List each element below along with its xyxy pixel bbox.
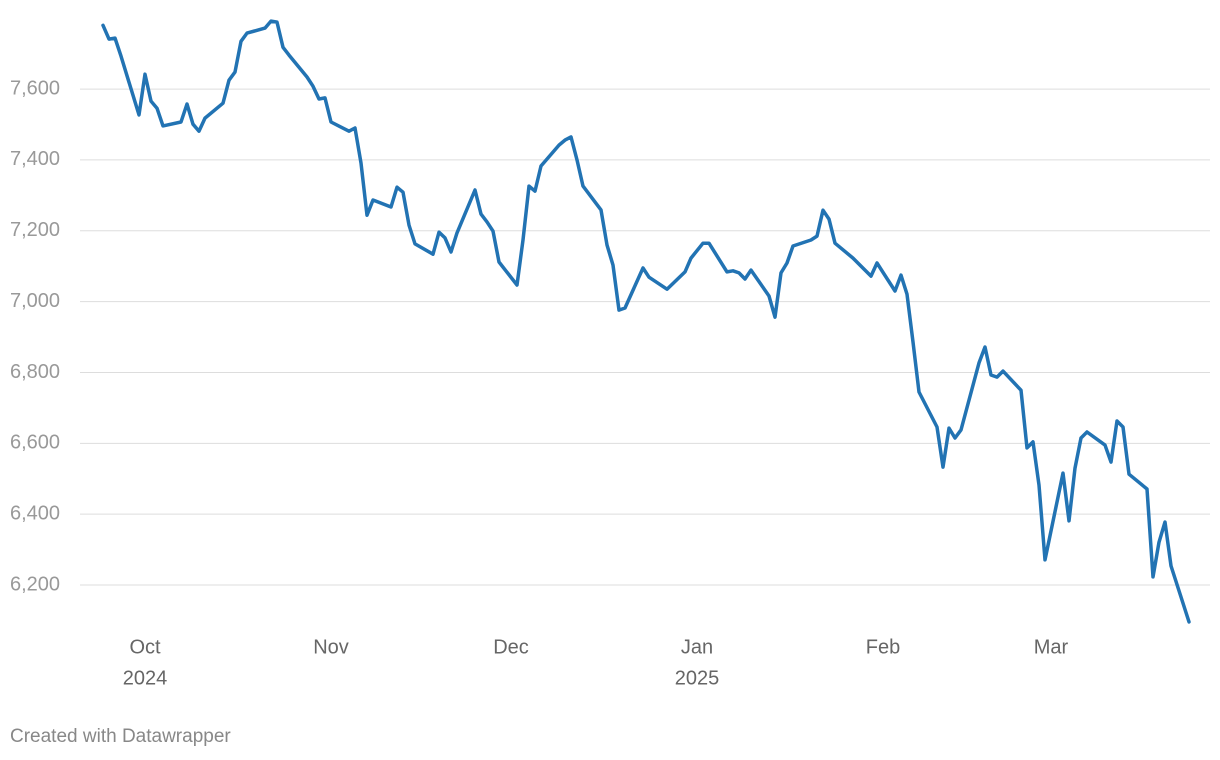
footer: Created with Datawrapper [10, 726, 231, 747]
y-tick-label: 6,200 [10, 573, 60, 595]
x-tick-year: 2025 [675, 667, 720, 689]
x-tick-label: Feb [866, 636, 900, 658]
y-tick-label: 7,600 [10, 77, 60, 99]
y-tick-label: 7,000 [10, 290, 60, 312]
x-tick-label: Oct [129, 636, 161, 658]
line [101, 19, 1191, 624]
y-tick-label: 6,600 [10, 432, 60, 454]
x-tick-label: Jan [681, 636, 713, 658]
y-tick-label: 7,400 [10, 148, 60, 170]
x-tick-label: Dec [493, 636, 529, 658]
x-tick-label: Nov [313, 636, 349, 658]
y-tick-label: 6,400 [10, 502, 60, 524]
x-tick-year: 2024 [123, 667, 168, 689]
x-tick-label: Mar [1034, 636, 1069, 658]
y-tick-label: 7,200 [10, 219, 60, 241]
y-tick-label: 6,800 [10, 361, 60, 383]
